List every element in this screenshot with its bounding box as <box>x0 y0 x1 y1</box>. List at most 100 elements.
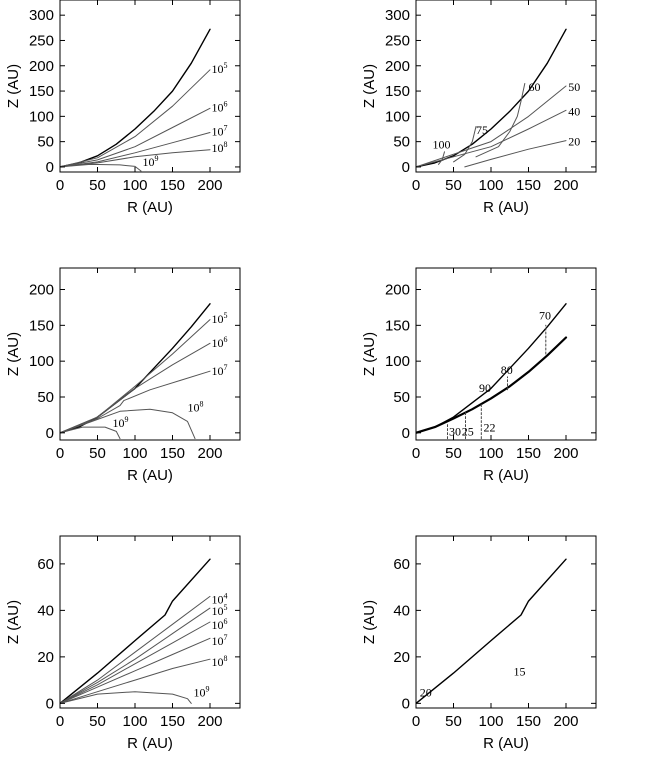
panel-top-right: 50 40 20 60 75 100 0 50 100 150 200 0 50 100 150 200 250… <box>361 0 597 216</box>
series-line-4-5 <box>60 658 211 704</box>
x-tick-label: 100 <box>478 713 503 730</box>
x-tick-label: 50 <box>89 713 106 730</box>
series-line-1-6 <box>438 151 445 165</box>
curve-label: 80 <box>501 363 513 377</box>
curve-label-exponent: 9 <box>125 415 129 424</box>
y-axis-label: Z (AU) <box>361 600 378 644</box>
curve-label: 109 <box>194 684 210 699</box>
curve-label: 100 <box>433 138 451 152</box>
series-line-3-0 <box>416 303 567 434</box>
x-tick-label: 0 <box>412 713 420 730</box>
x-tick-label: 50 <box>445 713 462 730</box>
y-axis-label: Z (AU) <box>361 332 378 376</box>
x-axis-label: R (AU) <box>127 199 173 216</box>
y-tick-label: 150 <box>29 317 54 334</box>
series-line-4-0 <box>60 558 211 705</box>
x-axis-label: R (AU) <box>127 735 173 752</box>
curve-label-exponent: 9 <box>155 154 159 163</box>
x-tick-label: 100 <box>122 445 147 462</box>
series-line-2-4 <box>60 408 196 440</box>
series-line-2-3 <box>60 370 211 434</box>
y-axis-label: Z (AU) <box>5 64 22 108</box>
series-line-0-4 <box>60 149 211 168</box>
y-tick-label: 40 <box>37 602 54 619</box>
curve-label: 75 <box>476 123 488 137</box>
curve-label: 90 <box>479 381 491 395</box>
series-line-4-4 <box>60 637 211 704</box>
plot-frame <box>415 0 597 173</box>
curve-label: 50 <box>568 80 580 94</box>
series-line-4-2 <box>60 607 211 704</box>
y-axis-label: Z (AU) <box>361 64 378 108</box>
x-tick-label: 0 <box>412 445 420 462</box>
y-tick-label: 100 <box>385 108 410 125</box>
y-tick-label: 0 <box>46 159 54 176</box>
y-tick-label: 20 <box>37 649 54 666</box>
y-tick-label: 100 <box>29 108 54 125</box>
y-tick-label: 0 <box>46 695 54 712</box>
series-line-2-1 <box>60 319 211 434</box>
x-tick-label: 100 <box>478 177 503 194</box>
y-tick-label: 50 <box>37 389 54 406</box>
y-tick-label: 300 <box>29 7 54 24</box>
x-tick-label: 0 <box>56 177 64 194</box>
y-tick-label: 60 <box>37 556 54 573</box>
y-tick-label: 20 <box>393 649 410 666</box>
x-tick-label: 150 <box>516 713 541 730</box>
curve-label: 107 <box>212 124 228 139</box>
curve-label-exponent: 6 <box>224 99 228 108</box>
curve-label: 20 <box>568 135 580 149</box>
y-tick-label: 250 <box>385 32 410 49</box>
curve-label: 109 <box>143 154 159 169</box>
y-tick-label: 0 <box>46 425 54 442</box>
y-tick-label: 150 <box>385 83 410 100</box>
x-tick-label: 150 <box>160 445 185 462</box>
y-axis-label: Z (AU) <box>5 332 22 376</box>
curve-label: 106 <box>212 617 228 632</box>
curve-label-exponent: 7 <box>224 633 228 642</box>
y-tick-label: 100 <box>385 353 410 370</box>
series-line-2-2 <box>60 342 211 434</box>
y-tick-label: 0 <box>402 159 410 176</box>
x-axis-label: R (AU) <box>127 467 173 484</box>
x-tick-label: 0 <box>56 713 64 730</box>
x-axis-label: R (AU) <box>483 735 529 752</box>
curve-label-exponent: 6 <box>224 617 228 626</box>
panel-middle-left: 105 106 107 108 109 0 50 100 150 200 0 50 100 150 200 R… <box>5 267 241 484</box>
y-tick-label: 300 <box>385 7 410 24</box>
plot-frame <box>415 267 597 441</box>
x-tick-label: 150 <box>516 445 541 462</box>
plot-frame <box>59 267 241 441</box>
series-line-0-3 <box>60 132 211 168</box>
curve-label: 20 <box>420 685 432 699</box>
plot-frame <box>59 535 241 709</box>
y-tick-label: 50 <box>393 389 410 406</box>
series-line-3-1 <box>416 336 568 434</box>
y-tick-label: 60 <box>393 556 410 573</box>
series-line-4-1 <box>60 595 211 704</box>
x-tick-label: 150 <box>160 177 185 194</box>
x-tick-label: 50 <box>89 445 106 462</box>
curve-label-exponent: 8 <box>224 140 228 149</box>
curve-label: 60 <box>529 80 541 94</box>
y-tick-label: 200 <box>29 282 54 299</box>
series-line-4-6 <box>60 691 192 704</box>
series-line-0-5 <box>60 163 142 172</box>
x-axis-label: R (AU) <box>483 199 529 216</box>
curve-label: 40 <box>568 104 580 118</box>
curve-label-exponent: 9 <box>206 684 210 693</box>
curve-label: 108 <box>212 654 228 669</box>
x-tick-label: 150 <box>516 177 541 194</box>
series-line-1-4 <box>475 83 526 158</box>
y-tick-label: 40 <box>393 602 410 619</box>
series-line-0-1 <box>60 69 211 168</box>
curve-label: 107 <box>212 633 228 648</box>
plot-frame <box>59 0 241 173</box>
series-line-5-0 <box>416 558 567 705</box>
y-tick-label: 0 <box>402 695 410 712</box>
curve-label: 105 <box>212 603 228 618</box>
x-tick-label: 200 <box>553 177 578 194</box>
